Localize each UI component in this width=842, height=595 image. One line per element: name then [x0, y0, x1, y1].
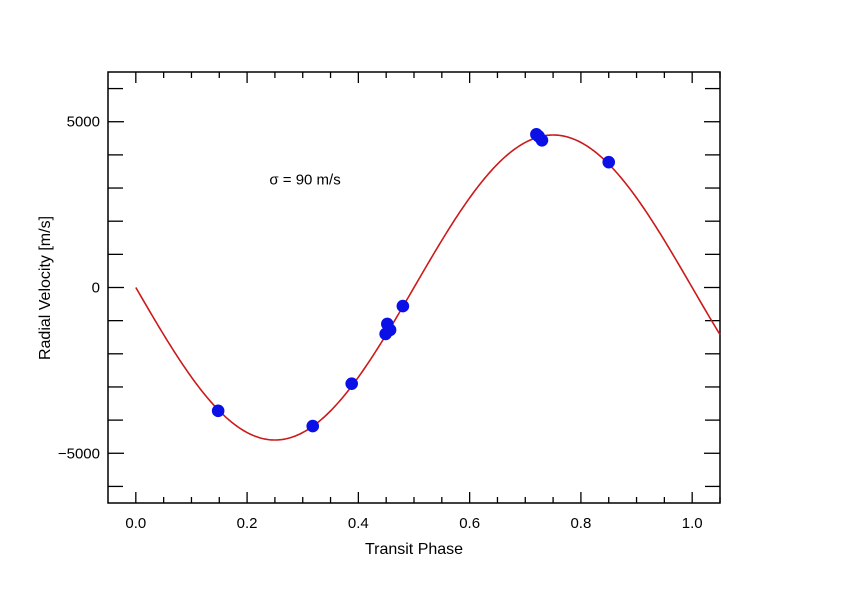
- data-point: [306, 419, 320, 433]
- data-point: [396, 299, 410, 313]
- x-tick-label: 0.0: [125, 515, 146, 532]
- data-point: [211, 404, 225, 418]
- model-curve: [135, 134, 721, 441]
- model-curve-line: [135, 134, 721, 441]
- x-tick-label: 1.0: [682, 515, 703, 532]
- x-tick-label: 0.4: [348, 515, 369, 532]
- data-point: [345, 377, 358, 390]
- x-tick-label: 0.2: [237, 515, 258, 532]
- x-tick-label: 0.6: [459, 515, 480, 532]
- axis-ticks: [108, 72, 721, 503]
- data-points: [211, 128, 616, 433]
- y-tick-label: 0: [92, 280, 100, 297]
- data-point: [535, 133, 549, 147]
- y-tick-label: −5000: [58, 445, 100, 462]
- data-point: [383, 323, 397, 337]
- y-tick-label: 5000: [67, 114, 100, 131]
- sigma-annotation: σ = 90 m/s: [269, 172, 340, 189]
- x-tick-label: 0.8: [570, 515, 591, 532]
- x-axis-label: Transit Phase: [365, 541, 463, 558]
- axis-tick-labels: 0.0 0.2 0.4 0.6 0.8 1.0 −5000 0 5000: [58, 114, 703, 532]
- y-axis-label: Radial Velocity [m/s]: [37, 216, 54, 360]
- data-point: [602, 155, 616, 169]
